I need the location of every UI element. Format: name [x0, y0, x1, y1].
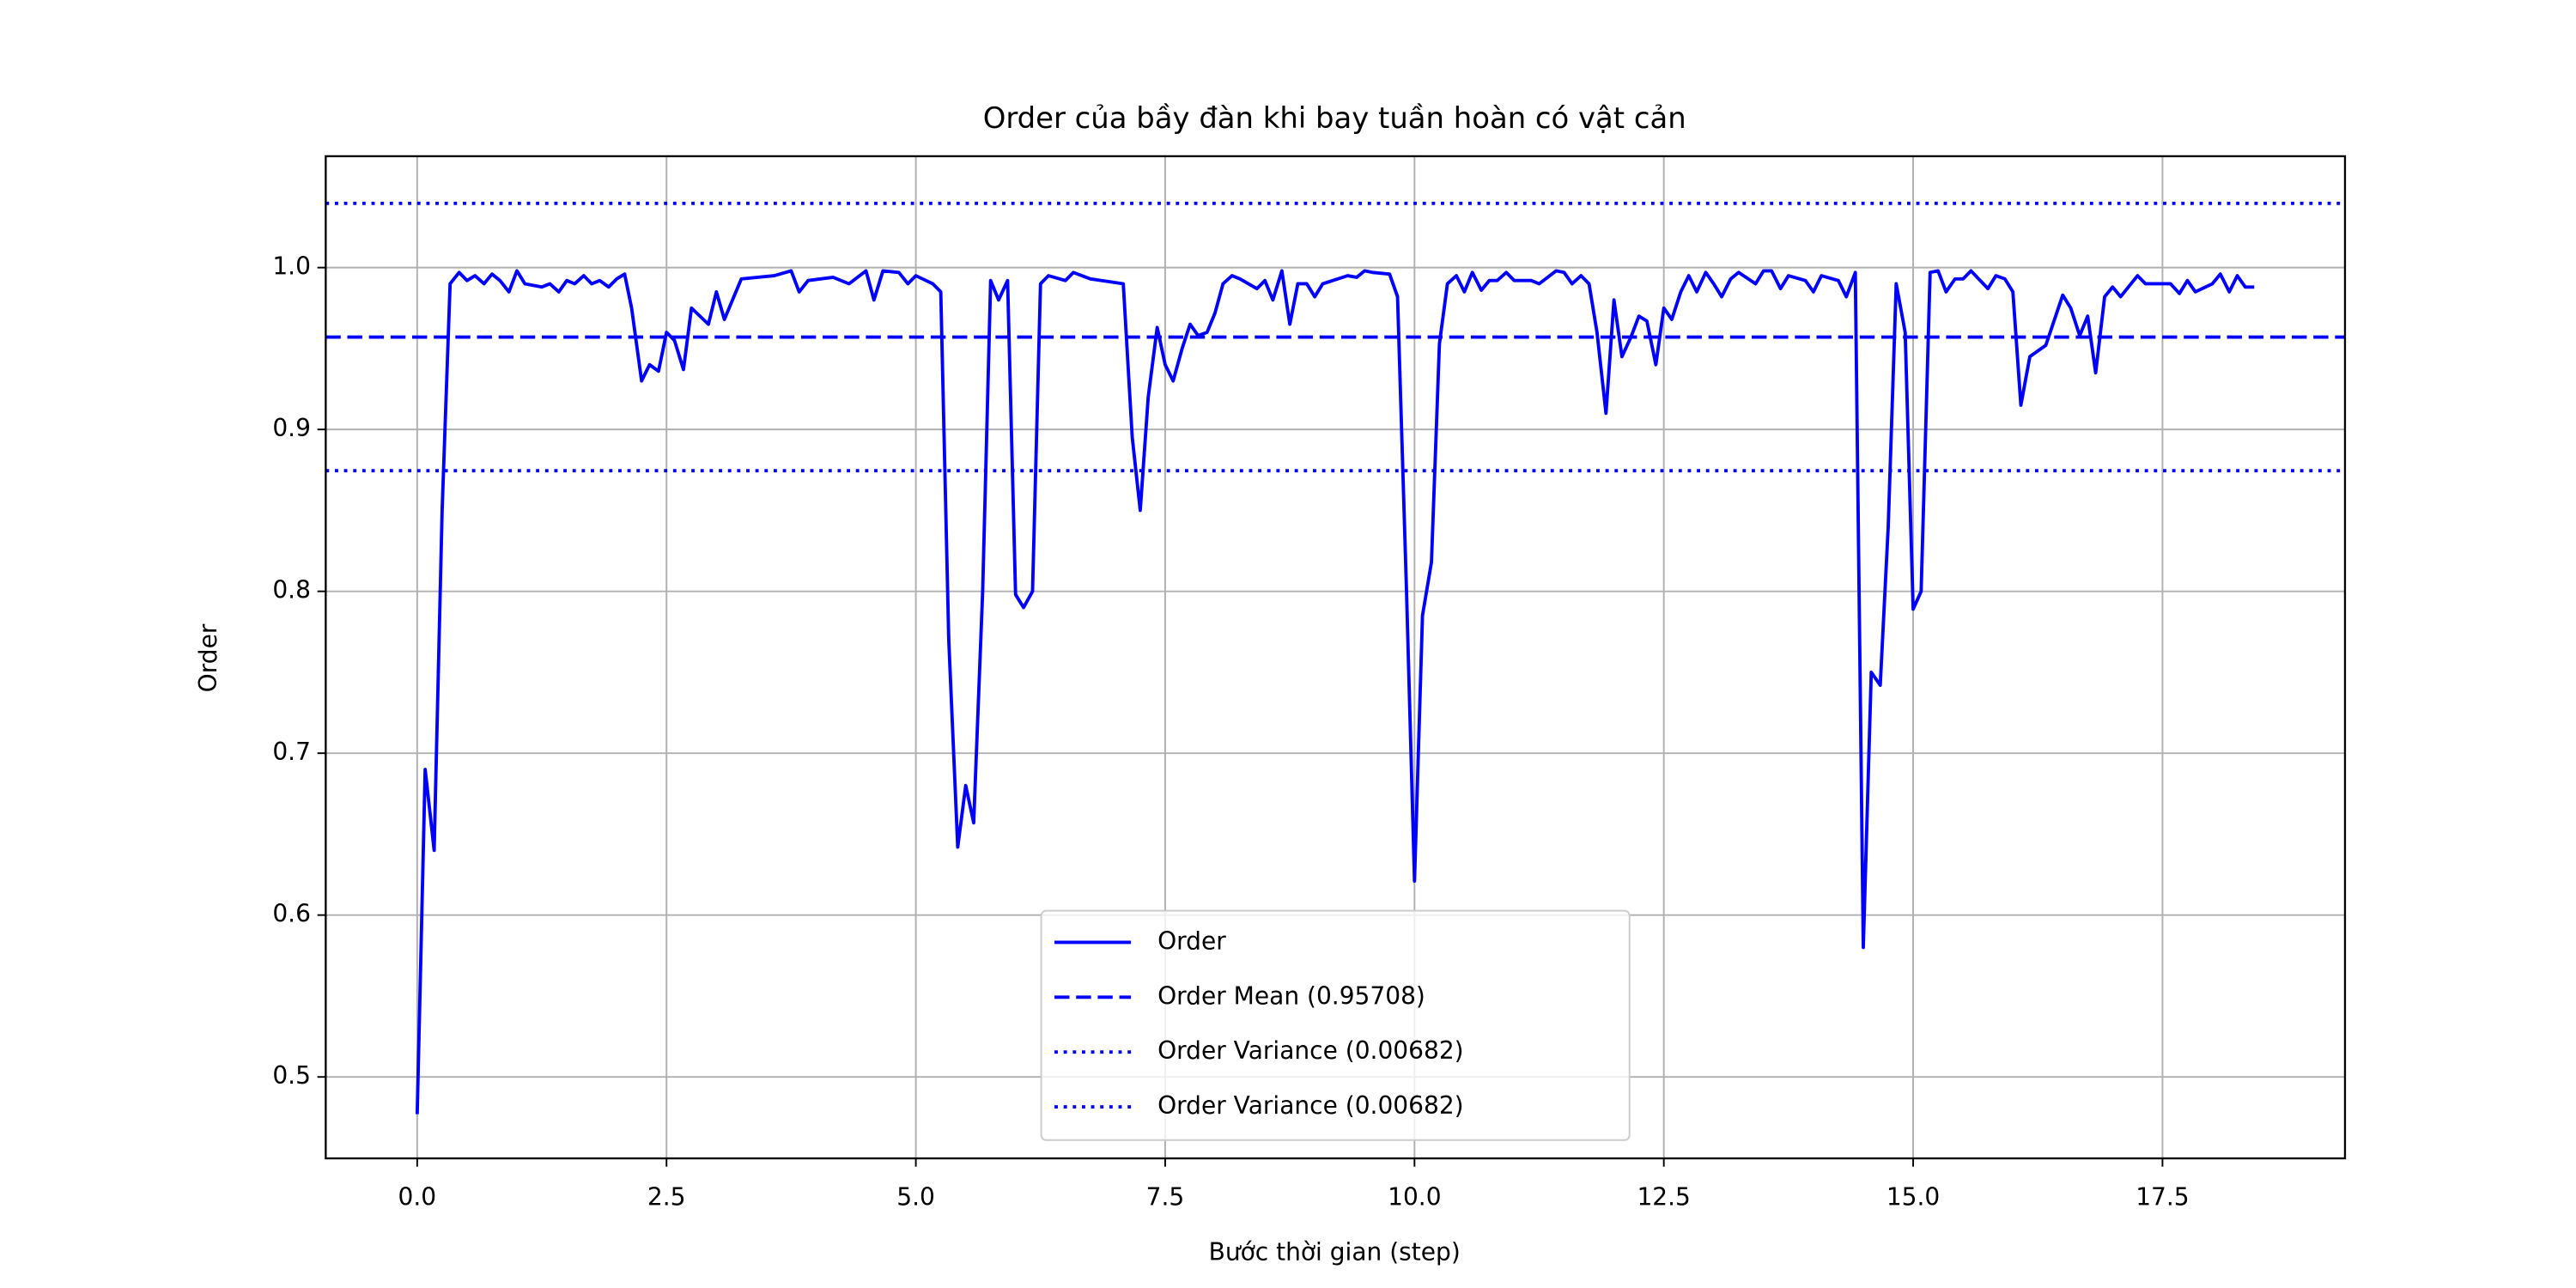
legend-label: Order [1157, 927, 1226, 955]
y-tick-label: 0.5 [272, 1061, 311, 1090]
y-axis-label: Order [194, 623, 222, 692]
x-tick-label: 17.5 [2136, 1182, 2189, 1211]
x-tick-label: 10.0 [1388, 1182, 1441, 1211]
plot-lines [325, 201, 2345, 1115]
x-tick-label: 0.0 [398, 1182, 437, 1211]
legend-label: Order Variance (0.00682) [1157, 1036, 1464, 1065]
legend-label: Order Variance (0.00682) [1157, 1091, 1464, 1120]
x-axis-label: Bước thời gian (step) [1209, 1237, 1461, 1266]
x-tick-label: 5.0 [896, 1182, 935, 1211]
legend-box [1040, 909, 1631, 1141]
y-tick-label: 0.7 [272, 738, 311, 766]
y-tick-label: 0.6 [272, 900, 311, 928]
axes: 0.0 2.5 5.0 7.5 10.0 12.5 15.0 17.5 0.5 0.6 0.7 0.8… [272, 252, 2189, 1212]
x-tick-label: 15.0 [1886, 1182, 1940, 1211]
plot-frame [325, 155, 2347, 1160]
y-tick-label: 0.8 [272, 576, 311, 605]
x-tick-label: 12.5 [1637, 1182, 1690, 1211]
y-tick-label: 0.9 [272, 414, 311, 442]
legend: Order Order Mean (0.95708) Order Variance … [1040, 909, 1631, 1141]
x-tick-label: 7.5 [1146, 1182, 1185, 1211]
y-tick-label: 1.0 [272, 252, 311, 281]
x-tick-label: 2.5 [647, 1182, 686, 1211]
data-line [415, 269, 2255, 1115]
chart-title: Order của bầy đàn khi bay tuần hoàn có v… [983, 101, 1686, 135]
legend-label: Order Mean (0.95708) [1157, 981, 1425, 1010]
